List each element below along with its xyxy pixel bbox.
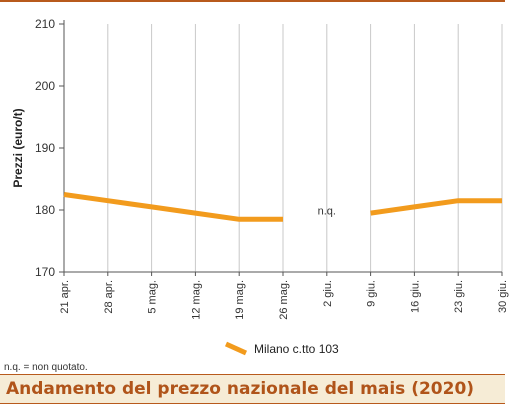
x-tick-label: 23 giu.: [453, 280, 465, 313]
series-line: [63, 192, 283, 222]
top-rule: [0, 0, 505, 2]
axes-layer: 170 180 190 200 210 Prezzi (euro/t): [11, 17, 503, 279]
x-tick-label: 12 mag.: [190, 280, 202, 320]
caption-bar: Andamento del prezzo nazionale del mais …: [0, 374, 505, 404]
x-tick-label: 9 giu.: [366, 280, 378, 307]
x-tick-label: 2 giu.: [322, 280, 334, 307]
y-tick-label: 190: [35, 141, 55, 155]
series-layer: [63, 192, 502, 222]
series-line: [370, 198, 502, 216]
legend-swatch: [224, 341, 248, 356]
x-tick-label: 16 giu.: [409, 280, 421, 313]
y-axis-title: Prezzi (euro/t): [11, 108, 25, 187]
x-tick-label: 5 mag.: [147, 280, 159, 314]
y-tick-label: 200: [35, 79, 55, 93]
price-chart: 170 180 190 200 210 Prezzi (euro/t) 21 apr. 28…: [11, 17, 509, 356]
x-tick-label: 28 apr.: [103, 280, 115, 314]
x-tick-label: 26 mag.: [278, 280, 290, 320]
y-tick-label: 180: [35, 203, 55, 217]
chart-caption: Andamento del prezzo nazionale del mais …: [6, 379, 475, 399]
labels-layer: 21 apr. 28 apr. 5 mag. 12 mag. 19 mag. 26 mag…: [59, 205, 509, 319]
x-tick-label: 30 giu.: [497, 280, 509, 313]
y-tick-label: 210: [35, 17, 55, 31]
legend: Milano c.tto 103: [224, 341, 339, 356]
annotation-nq: n.q.: [318, 205, 336, 217]
y-tick-label: 170: [35, 265, 55, 279]
footnote: n.q. = non quotato.: [4, 362, 88, 373]
grid-layer: [107, 24, 503, 272]
x-tick-label: 21 apr.: [59, 280, 71, 314]
legend-label: Milano c.tto 103: [254, 342, 339, 356]
x-tick-label: 19 mag.: [234, 280, 246, 320]
